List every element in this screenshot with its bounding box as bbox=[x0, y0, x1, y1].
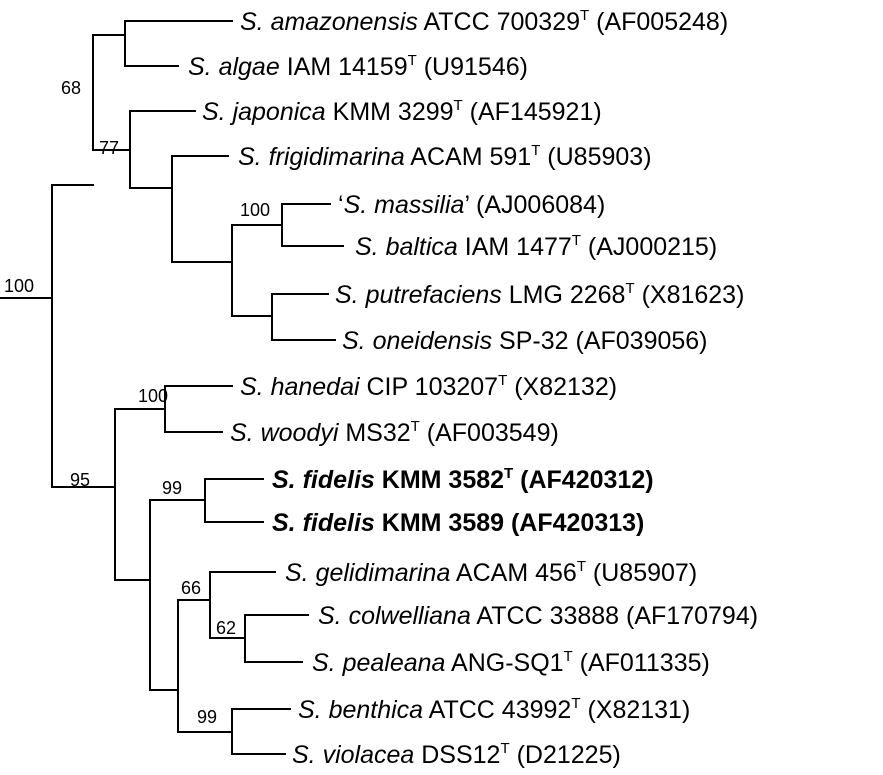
species-name: S. benthica bbox=[298, 696, 423, 724]
type-strain-marker: T bbox=[498, 372, 507, 389]
strain-name: ATCC 33888 bbox=[471, 602, 619, 630]
strain-name: ANG-SQ1 bbox=[445, 649, 563, 677]
accession-number: (AF005248) bbox=[589, 8, 728, 36]
strain-name: KMM 3299 bbox=[326, 98, 454, 126]
accession-number: (AF420313) bbox=[504, 509, 644, 537]
leaf-label: S. fidelis KMM 3589 (AF420313) bbox=[272, 509, 644, 537]
leaf-label: S. amazonensis ATCC 700329T (AF005248) bbox=[240, 7, 728, 36]
type-strain-marker: T bbox=[531, 142, 540, 159]
type-strain-marker: T bbox=[504, 465, 513, 482]
type-strain-marker: T bbox=[408, 52, 417, 69]
strain-name: ATCC 700329 bbox=[418, 8, 580, 36]
accession-number: (AF039056) bbox=[569, 327, 708, 355]
leaf-label: S. baltica IAM 1477T (AJ000215) bbox=[355, 232, 717, 261]
species-name: S. massilia bbox=[344, 191, 465, 219]
species-name: S. hanedai bbox=[240, 373, 361, 401]
bootstrap-value: 99 bbox=[162, 478, 182, 498]
strain-name: ATCC 43992 bbox=[423, 696, 571, 724]
accession-number: (U91546) bbox=[417, 53, 528, 81]
species-name: S. amazonensis bbox=[240, 8, 418, 36]
leaf-label: S. colwelliana ATCC 33888 (AF170794) bbox=[318, 602, 758, 630]
type-strain-marker: T bbox=[454, 97, 463, 114]
bootstrap-value: 95 bbox=[70, 470, 90, 490]
accession-number: (AF145921) bbox=[463, 98, 602, 126]
species-name: S. frigidimarina bbox=[238, 143, 405, 171]
tree-branches bbox=[0, 20, 344, 755]
accession-number: (AF170794) bbox=[619, 602, 758, 630]
bootstrap-value: 99 bbox=[197, 707, 217, 727]
strain-name: MS32 bbox=[338, 419, 410, 447]
species-name: S. japonica bbox=[202, 98, 326, 126]
leaf-label: S. hanedai CIP 103207T (X82132) bbox=[240, 372, 617, 401]
strain-name: ACAM 591 bbox=[405, 143, 531, 171]
species-name: S. putrefaciens bbox=[335, 281, 502, 309]
accession-number: (AJ000215) bbox=[581, 233, 717, 261]
strain-name: SP-32 bbox=[492, 327, 568, 355]
bootstrap-labels: 100 68 77 100 95 100 99 66 62 99 bbox=[4, 78, 270, 727]
species-name: S. gelidimarina bbox=[285, 559, 450, 587]
accession-number: (X82131) bbox=[581, 696, 691, 724]
leaf-label: S. frigidimarina ACAM 591T (U85903) bbox=[238, 142, 652, 171]
type-strain-marker: T bbox=[577, 558, 586, 575]
bootstrap-value: 100 bbox=[240, 200, 270, 220]
strain-name: CIP 103207 bbox=[360, 373, 499, 401]
accession-number: (U85907) bbox=[586, 559, 697, 587]
species-name: S. oneidensis bbox=[342, 327, 492, 355]
accession-number: (AF420312) bbox=[513, 466, 653, 494]
species-name: S. fidelis bbox=[272, 466, 375, 494]
species-name: S. colwelliana bbox=[318, 602, 471, 630]
type-strain-marker: T bbox=[564, 648, 573, 665]
strain-name: ACAM 456 bbox=[450, 559, 576, 587]
accession-number: (X82132) bbox=[507, 373, 617, 401]
bootstrap-value: 100 bbox=[138, 386, 168, 406]
accession-number: (AF011335) bbox=[573, 649, 710, 677]
leaf-labels: S. amazonensis ATCC 700329T (AF005248)S.… bbox=[188, 7, 758, 769]
bootstrap-value: 66 bbox=[181, 578, 201, 598]
leaf-label: S. violacea DSS12T (D21225) bbox=[292, 740, 621, 769]
leaf-label: S. algae IAM 14159T (U91546) bbox=[188, 52, 528, 81]
bootstrap-value: 77 bbox=[99, 138, 119, 158]
bootstrap-value: 62 bbox=[216, 618, 236, 638]
type-strain-marker: T bbox=[580, 7, 589, 24]
accession-number: (U85903) bbox=[540, 143, 651, 171]
type-strain-marker: T bbox=[500, 740, 509, 757]
bootstrap-value: 68 bbox=[61, 78, 81, 98]
leaf-label: S. japonica KMM 3299T (AF145921) bbox=[202, 97, 602, 126]
strain-name: IAM 14159 bbox=[280, 53, 408, 81]
strain-name: KMM 3582 bbox=[375, 466, 504, 494]
leaf-label: S. fidelis KMM 3582T (AF420312) bbox=[272, 465, 654, 494]
type-strain-marker: T bbox=[625, 280, 634, 297]
leaf-label: S. benthica ATCC 43992T (X82131) bbox=[298, 695, 690, 724]
accession-number: (X81623) bbox=[635, 281, 745, 309]
strain-name: IAM 1477 bbox=[458, 233, 572, 261]
accession-number: (D21225) bbox=[510, 741, 621, 769]
leaf-label: S. oneidensis SP-32 (AF039056) bbox=[342, 327, 708, 355]
accession-number: (AJ006084) bbox=[469, 191, 605, 219]
bootstrap-value: 100 bbox=[4, 276, 34, 296]
species-name: S. violacea bbox=[292, 741, 414, 769]
type-strain-marker: T bbox=[572, 232, 581, 249]
species-name: S. baltica bbox=[355, 233, 458, 261]
strain-name: KMM 3589 bbox=[375, 509, 504, 537]
strain-name: DSS12 bbox=[414, 741, 500, 769]
type-strain-marker: T bbox=[411, 418, 420, 435]
species-name: S. algae bbox=[188, 53, 280, 81]
leaf-label: S. putrefaciens LMG 2268T (X81623) bbox=[335, 280, 744, 309]
leaf-label: S. woodyi MS32T (AF003549) bbox=[230, 418, 559, 447]
species-name: S. pealeana bbox=[312, 649, 446, 677]
leaf-label: ‘S. massilia’ (AJ006084) bbox=[338, 191, 605, 219]
species-name: S. fidelis bbox=[272, 509, 375, 537]
type-strain-marker: T bbox=[571, 695, 580, 712]
leaf-label: S. gelidimarina ACAM 456T (U85907) bbox=[285, 558, 697, 587]
leaf-label: S. pealeana ANG-SQ1T (AF011335) bbox=[312, 648, 710, 677]
species-name: S. woodyi bbox=[230, 419, 340, 447]
strain-name: LMG 2268 bbox=[502, 281, 626, 309]
accession-number: (AF003549) bbox=[420, 419, 559, 447]
